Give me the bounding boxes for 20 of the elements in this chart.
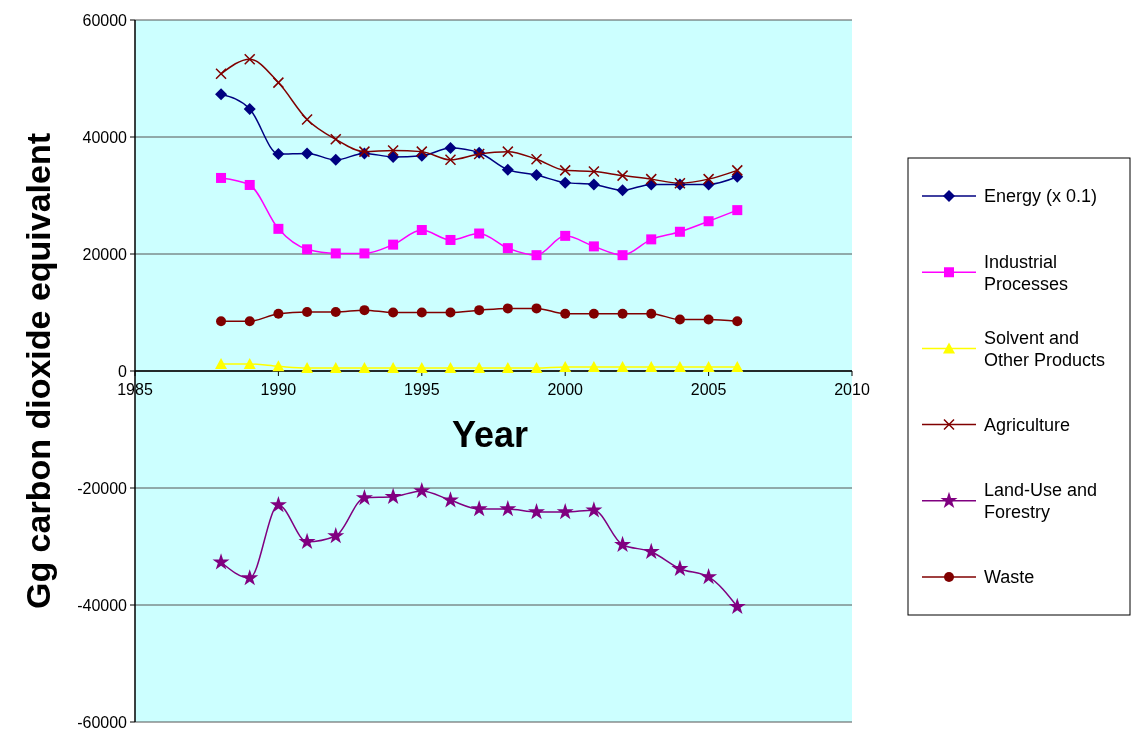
y-tick-label: 60000 [82,11,128,29]
legend-label: Energy (x 0.1) [984,186,1098,207]
x-tick-label: 2005 [690,381,727,398]
y-tick-label: 20000 [82,245,128,263]
legend-label: Waste [984,567,1035,588]
x-tick-label: 1990 [260,381,297,398]
y-tick-label: -20000 [77,479,128,497]
x-tick-label: 1995 [404,381,440,398]
y-tick-label: 0 [118,362,128,380]
legend-label: Solvent and Other Products [984,327,1106,370]
x-tick-label: 2010 [834,381,870,398]
y-tick-label: -40000 [77,596,128,614]
x-axis-title: Year [451,414,529,455]
legend-label: Agriculture [984,414,1071,435]
y-tick-label: 40000 [82,128,128,146]
legend-label: Land-Use and Forestry [984,480,1098,523]
y-axis-title: Gg carbon dioxide equivalent [19,132,57,610]
y-tick-label: -60000 [77,713,128,731]
legend-label: Industrial Processes [984,251,1069,294]
x-tick-label: 2000 [547,381,584,398]
